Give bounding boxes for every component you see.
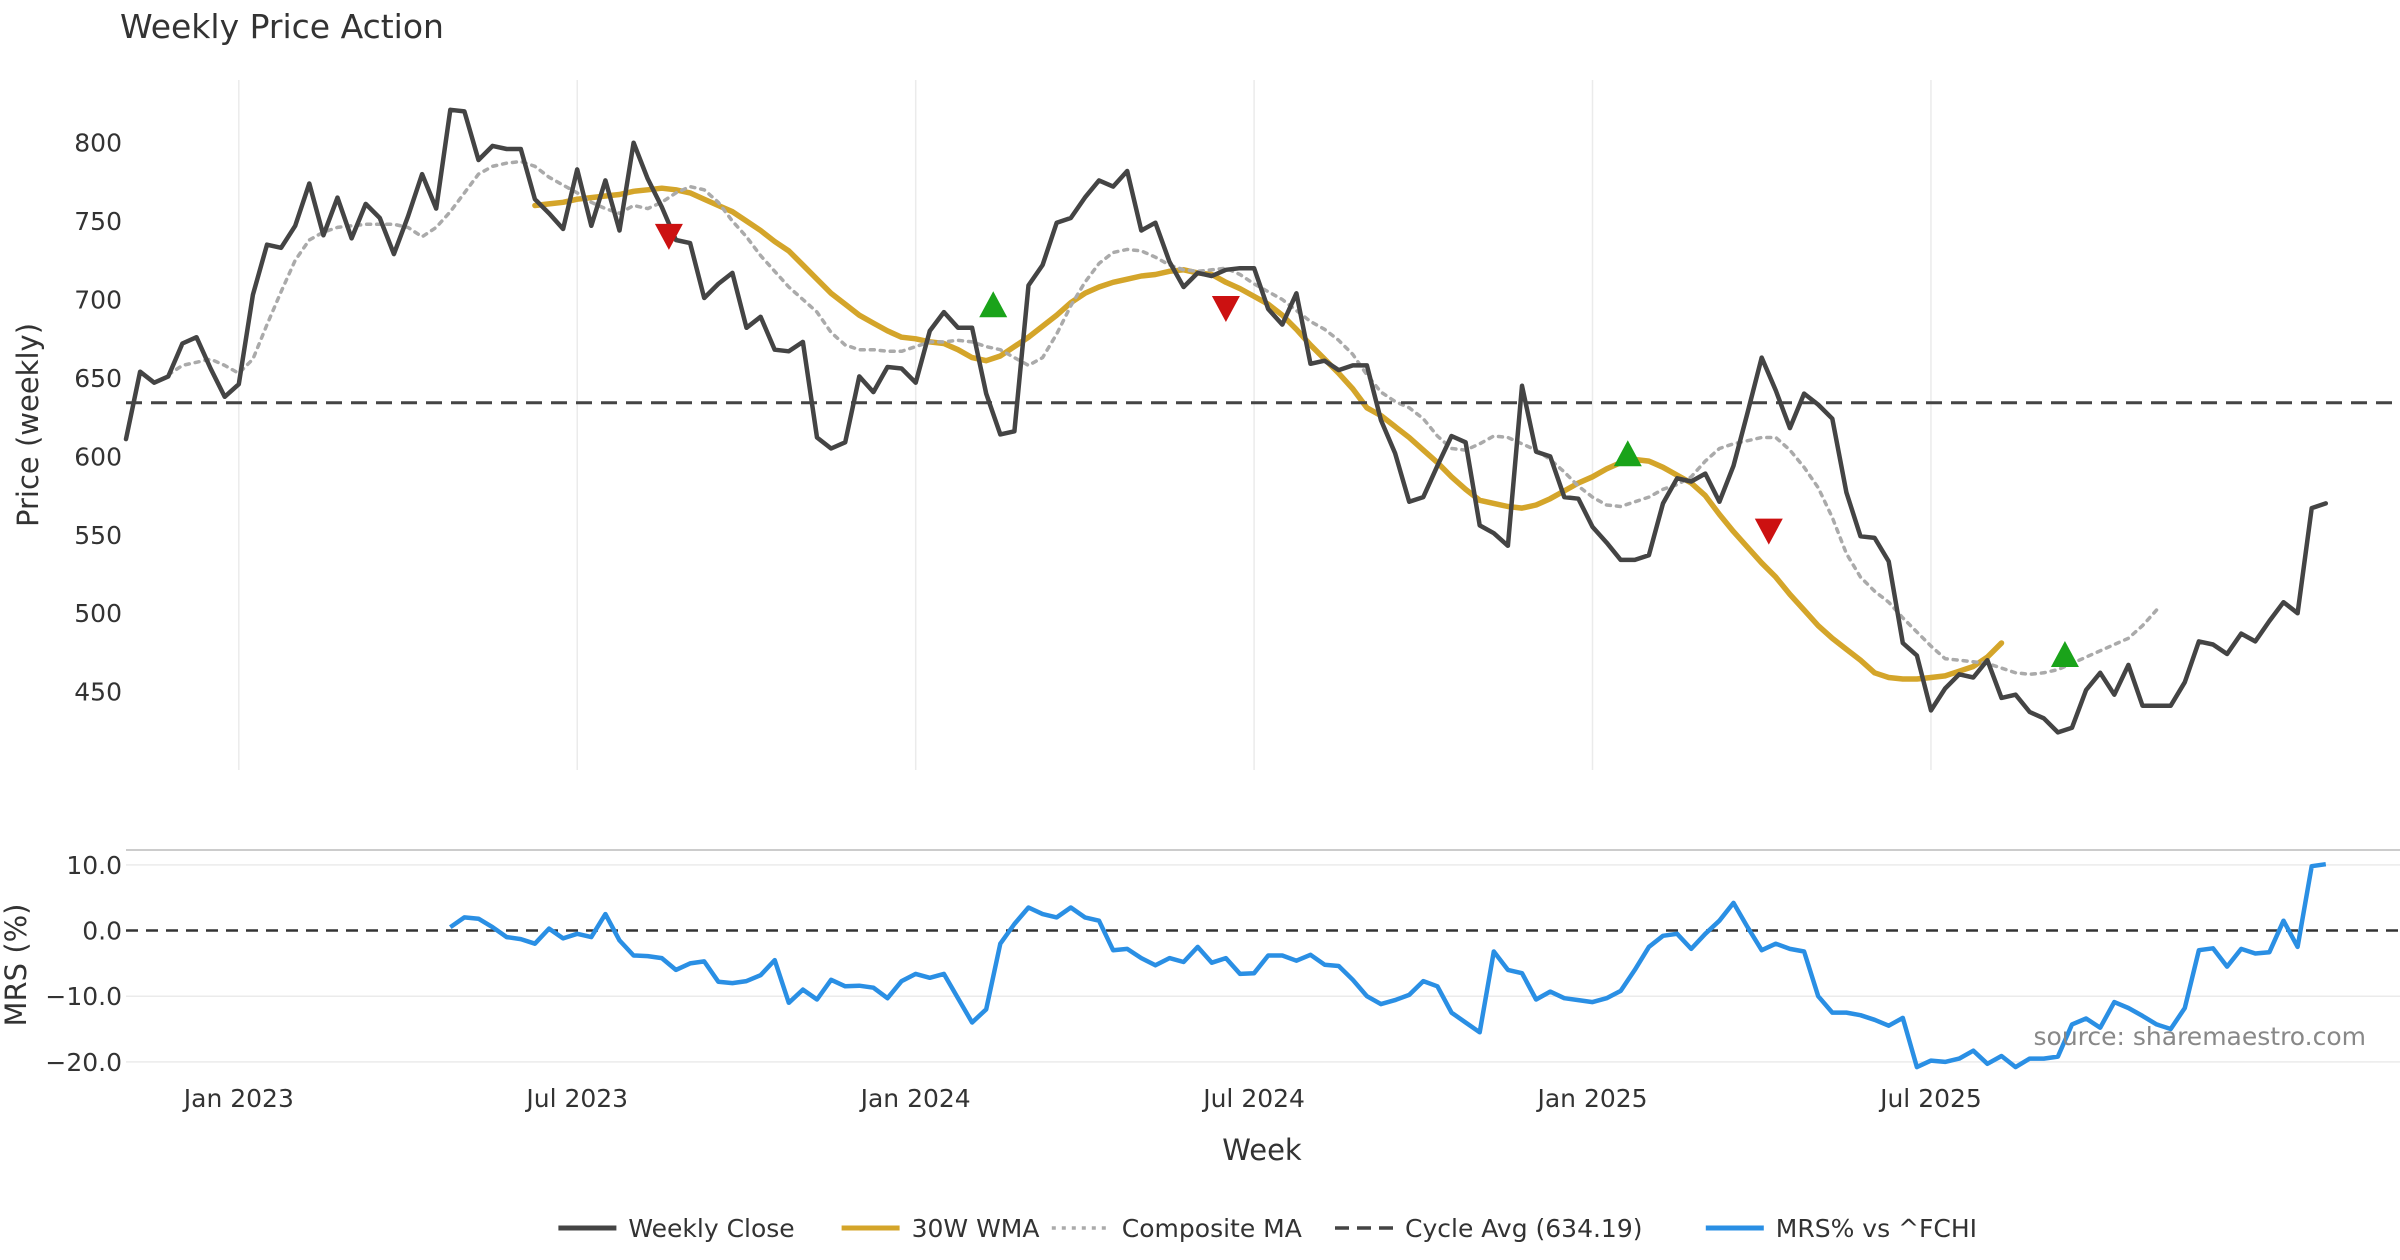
x-axis-label: Week (1222, 1133, 1302, 1167)
legend: Weekly Close 30W WMA Composite MA Cycle Avg… (558, 1214, 1977, 1243)
legend-label: Weekly Close (628, 1214, 794, 1243)
mrs-panel: MRS (%) −20.0 −10.0 0.0 10.0 Jan 2023 Jul 20… (0, 849, 2400, 1167)
price-panel: Weekly Price Action Price (weekly) 450 50… (11, 7, 2400, 770)
legend-item: Composite MA (1051, 1214, 1302, 1243)
mrs-y-axis-label: MRS (%) (0, 904, 33, 1027)
chart-title: Weekly Price Action (120, 7, 444, 46)
signal-markers (654, 223, 2079, 667)
price-y-tick-label: 500 (74, 599, 122, 628)
price-y-ticks: 450 500 550 600 650 700 750 800 (74, 129, 122, 707)
price-y-tick-label: 700 (74, 286, 122, 315)
legend-item: 30W WMA (841, 1214, 1040, 1243)
source-annotation: source: sharemaestro.com (2034, 1022, 2367, 1051)
legend-item: MRS% vs ^FCHI (1705, 1214, 1977, 1243)
price-gridlines (238, 80, 1932, 770)
buy-signal-marker (979, 291, 1008, 318)
legend-label: 30W WMA (912, 1214, 1040, 1243)
price-y-axis-label: Price (weekly) (11, 323, 45, 527)
mrs-y-tick-label: 10.0 (66, 851, 122, 880)
price-y-tick-label: 450 (74, 678, 122, 707)
legend-item: Weekly Close (558, 1214, 795, 1243)
wma-30w-line (532, 185, 2005, 682)
x-tick-label: Jul 2023 (524, 1084, 628, 1113)
buy-signal-marker (2050, 640, 2079, 667)
sell-signal-marker (1754, 518, 1783, 545)
legend-item: Cycle Avg (634.19) (1335, 1214, 1643, 1243)
price-y-tick-label: 750 (74, 207, 122, 236)
legend-label: MRS% vs ^FCHI (1776, 1214, 1977, 1243)
sell-signal-marker (654, 223, 683, 250)
x-axis-ticks: Jan 2023 Jul 2023 Jan 2024 Jul 2024 Jan 2025… (182, 1084, 1982, 1113)
x-tick-label: Jan 2025 (1535, 1084, 1647, 1113)
mrs-y-tick-label: 0.0 (82, 917, 122, 946)
buy-signal-marker (1613, 440, 1642, 467)
mrs-y-tick-label: −20.0 (45, 1048, 122, 1077)
price-series (123, 107, 2400, 735)
price-y-tick-label: 800 (74, 129, 122, 158)
mrs-line (449, 861, 2327, 1070)
legend-label: Cycle Avg (634.19) (1405, 1214, 1643, 1243)
mrs-y-ticks: −20.0 −10.0 0.0 10.0 (45, 851, 122, 1077)
price-y-tick-label: 600 (74, 442, 122, 471)
x-tick-label: Jul 2025 (1878, 1084, 1982, 1113)
composite-ma-line (166, 159, 2159, 677)
mrs-series (449, 861, 2327, 1070)
legend-label: Composite MA (1122, 1214, 1302, 1243)
sell-signal-marker (1211, 295, 1240, 322)
x-tick-label: Jan 2023 (182, 1084, 294, 1113)
price-y-tick-label: 650 (74, 364, 122, 393)
x-tick-label: Jul 2024 (1201, 1084, 1305, 1113)
weekly-close-line (123, 107, 2329, 735)
price-y-tick-label: 550 (74, 521, 122, 550)
mrs-y-tick-label: −10.0 (45, 982, 122, 1011)
x-tick-label: Jan 2024 (859, 1084, 971, 1113)
